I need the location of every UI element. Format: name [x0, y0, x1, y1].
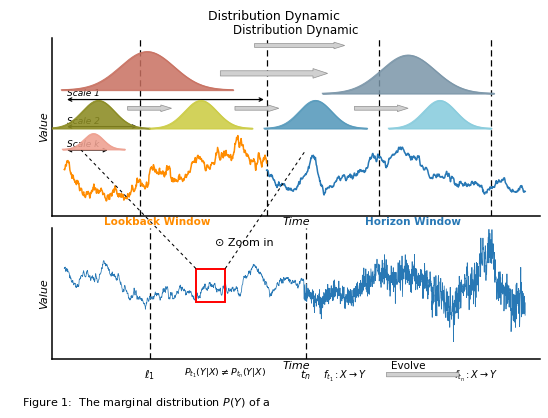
Text: Evolve: Evolve: [391, 361, 425, 371]
FancyArrow shape: [254, 42, 345, 49]
Text: $f_{t_1}: X \to Y$: $f_{t_1}: X \to Y$: [323, 369, 367, 384]
Text: $\ell_1$: $\ell_1$: [144, 369, 155, 382]
Text: Distribution Dynamic: Distribution Dynamic: [233, 24, 358, 37]
X-axis label: Time: Time: [282, 361, 310, 371]
Text: $f_{t_n}: X \to Y$: $f_{t_n}: X \to Y$: [454, 369, 498, 384]
FancyArrow shape: [128, 105, 172, 112]
Text: Horizon Window: Horizon Window: [365, 217, 461, 227]
FancyArrow shape: [355, 105, 408, 112]
FancyArrow shape: [235, 105, 279, 112]
Text: Scale k: Scale k: [67, 140, 99, 149]
Text: Scale 2: Scale 2: [67, 117, 100, 125]
X-axis label: Time: Time: [282, 217, 310, 227]
Text: Distribution Dynamic: Distribution Dynamic: [208, 10, 340, 23]
Text: Figure 1:  The marginal distribution $P(Y)$ of a: Figure 1: The marginal distribution $P(Y…: [22, 396, 270, 410]
Text: $P_{t_1}(Y|X) \neq P_{t_n}(Y|X)$: $P_{t_1}(Y|X) \neq P_{t_n}(Y|X)$: [184, 366, 266, 380]
Text: ⊙ Zoom in: ⊙ Zoom in: [215, 239, 274, 248]
Bar: [196, 269, 225, 302]
Text: $t_n$: $t_n$: [300, 369, 311, 382]
Text: Scale 1: Scale 1: [67, 89, 100, 98]
Y-axis label: Value: Value: [39, 278, 49, 309]
Y-axis label: Value: Value: [39, 111, 49, 142]
FancyArrow shape: [220, 69, 328, 78]
Text: Lookback Window: Lookback Window: [104, 217, 210, 227]
